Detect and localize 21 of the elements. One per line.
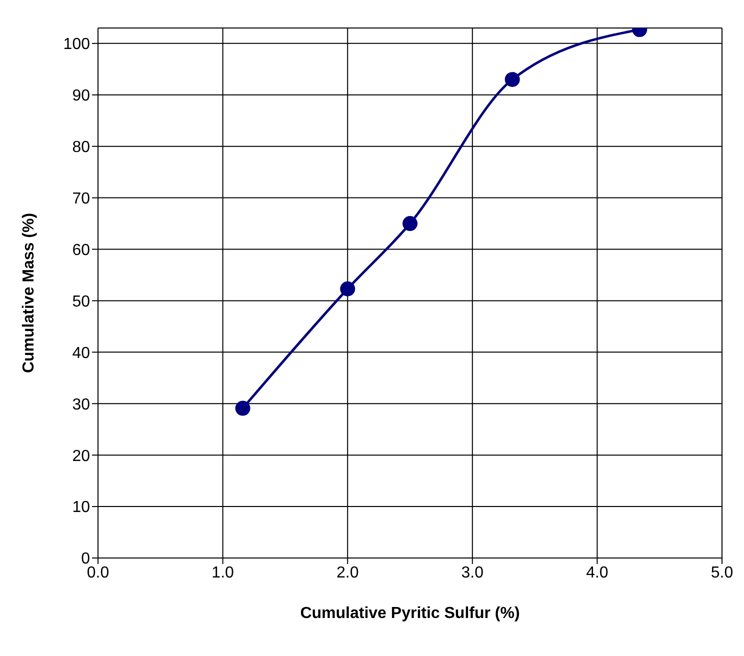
point bbox=[504, 72, 520, 87]
y-tick-label: 60 bbox=[72, 242, 90, 259]
y-axis-title: Cumulative Mass (%) bbox=[20, 212, 38, 374]
y-tick-label: 90 bbox=[72, 88, 90, 105]
x-axis-title: Cumulative Pyritic Sulfur (%) bbox=[300, 605, 520, 622]
x-tick-label: 2.0 bbox=[336, 564, 359, 582]
y-tick-label: 80 bbox=[72, 139, 90, 156]
y-tick-label: 100 bbox=[63, 36, 90, 54]
y-tick-label: 40 bbox=[72, 344, 90, 362]
y-tick-label: 10 bbox=[72, 499, 90, 516]
y-tick-label: 20 bbox=[72, 448, 90, 465]
x-tick-label: 5.0 bbox=[710, 564, 734, 582]
x-tick-label: 3.0 bbox=[461, 564, 484, 582]
point bbox=[340, 281, 356, 296]
y-tick-label: 70 bbox=[72, 190, 90, 208]
point bbox=[235, 400, 250, 416]
x-tick-label: 1.0 bbox=[212, 564, 234, 582]
y-tick-label: 30 bbox=[72, 396, 90, 414]
y-tick-label: 50 bbox=[72, 293, 90, 310]
point bbox=[402, 216, 418, 232]
x-tick-label: 4.0 bbox=[586, 564, 608, 582]
